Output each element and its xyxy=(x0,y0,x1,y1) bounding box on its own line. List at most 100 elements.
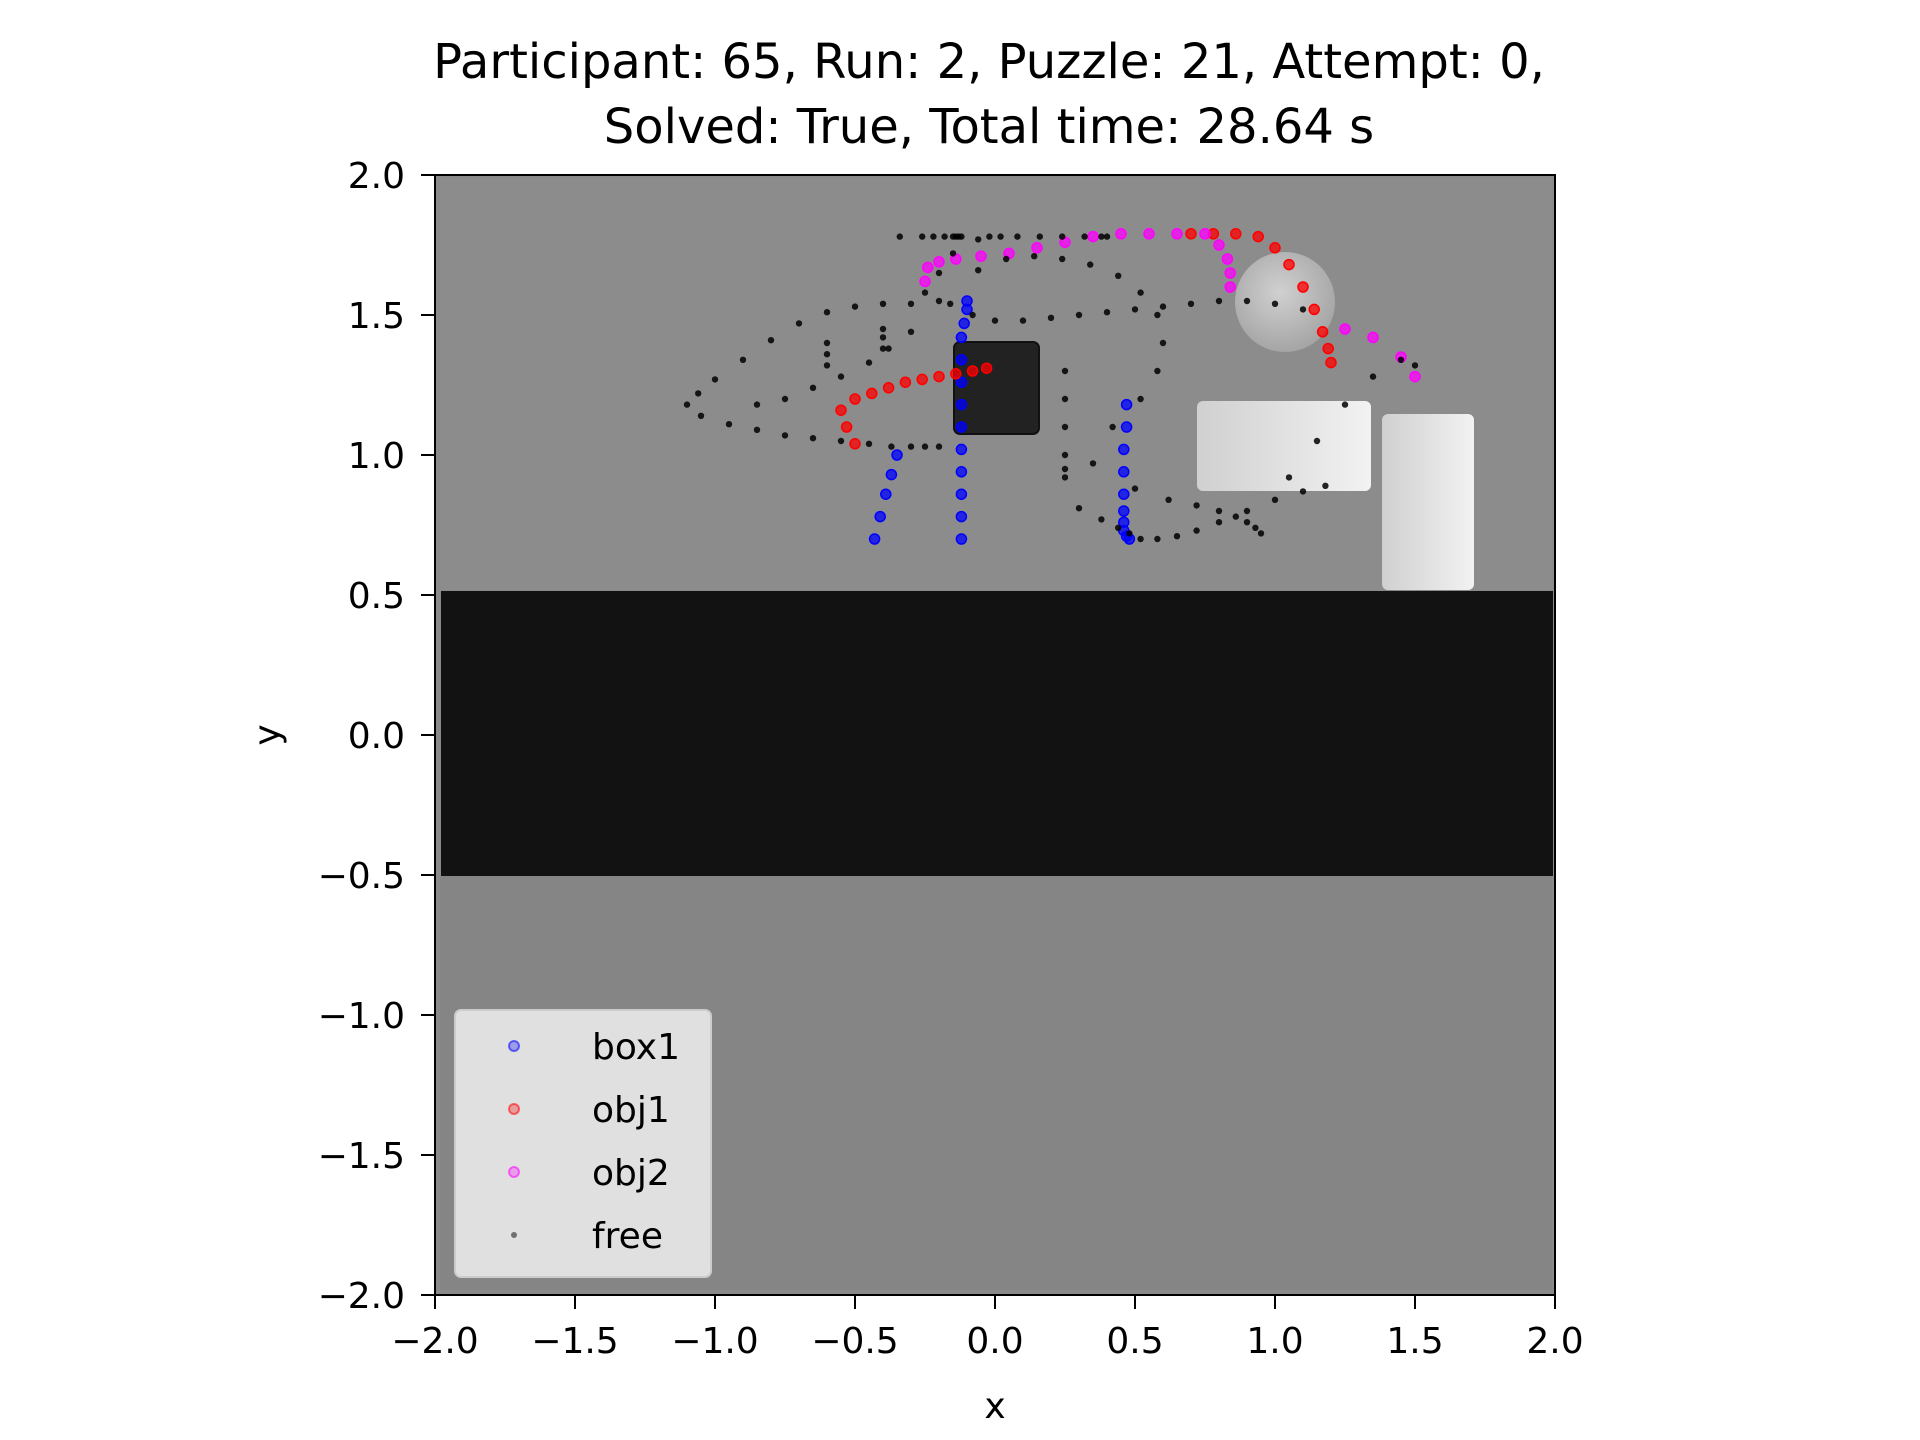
data-point-free xyxy=(1137,395,1144,403)
legend-label-free: free xyxy=(592,1216,663,1257)
data-point-free xyxy=(975,267,982,274)
data-point-obj1 xyxy=(1185,228,1197,240)
data-point-free xyxy=(1115,272,1122,279)
series-free xyxy=(683,233,1419,543)
data-point-box1 xyxy=(955,421,968,433)
data-point-free xyxy=(1036,233,1044,240)
data-point-free xyxy=(1059,233,1066,240)
data-point-obj1 xyxy=(899,376,912,388)
data-point-free xyxy=(879,300,887,307)
legend: box1 obj1 obj2 free xyxy=(454,1009,712,1278)
x-axis-label: x xyxy=(984,1386,1005,1427)
data-point-free xyxy=(823,362,831,369)
data-point-obj2 xyxy=(1115,228,1127,240)
data-point-free xyxy=(1215,507,1223,515)
data-point-obj2 xyxy=(933,256,945,268)
data-point-free xyxy=(935,443,943,450)
data-point-free xyxy=(1285,474,1293,481)
data-point-free xyxy=(879,345,887,352)
data-point-free xyxy=(1154,535,1161,543)
data-point-box1 xyxy=(955,354,968,366)
data-point-free xyxy=(1243,519,1251,526)
data-point-free xyxy=(1047,314,1055,321)
series-box1 xyxy=(868,295,1136,545)
x-tick-label: −2.0 xyxy=(391,1321,478,1362)
data-point-obj1 xyxy=(933,370,945,383)
data-point-obj1 xyxy=(849,438,861,450)
x-tick-label: 1.0 xyxy=(1246,1321,1303,1362)
data-point-box1 xyxy=(955,466,968,478)
dark-block xyxy=(953,341,1040,435)
y-tick-label: −2.0 xyxy=(318,1276,405,1317)
data-point-obj1 xyxy=(840,421,853,433)
y-tick-label: 1.0 xyxy=(348,436,405,477)
data-point-free xyxy=(1299,306,1307,313)
light-box-vertical xyxy=(1382,414,1474,590)
data-point-free xyxy=(888,443,895,450)
data-point-free xyxy=(935,269,943,277)
data-point-free xyxy=(837,437,845,445)
data-point-obj2 xyxy=(919,275,931,288)
data-point-free xyxy=(949,250,957,257)
data-point-box1 xyxy=(1118,443,1130,456)
data-point-free xyxy=(1341,401,1349,408)
data-point-free xyxy=(1193,527,1200,534)
data-point-free xyxy=(1187,300,1195,307)
data-point-obj1 xyxy=(1283,258,1295,271)
data-point-free xyxy=(1087,261,1094,268)
data-point-obj2 xyxy=(1221,253,1234,265)
data-point-free xyxy=(1109,423,1116,431)
legend-frame xyxy=(454,1009,712,1278)
data-point-free xyxy=(947,300,954,307)
data-point-free xyxy=(753,426,761,433)
data-point-obj1 xyxy=(1316,326,1329,338)
data-point-free xyxy=(781,432,789,439)
data-point-free xyxy=(1098,233,1105,240)
y-tick-label: 0.5 xyxy=(348,576,405,617)
data-point-obj1 xyxy=(1230,228,1242,240)
data-point-free xyxy=(1299,488,1307,495)
data-point-free xyxy=(907,300,915,307)
legend-marker-obj2 xyxy=(508,1166,520,1178)
data-point-box1 xyxy=(1118,466,1130,478)
data-point-free xyxy=(1081,233,1088,240)
data-point-obj2 xyxy=(1224,281,1236,293)
data-point-obj1 xyxy=(1308,303,1320,316)
data-point-free xyxy=(1089,460,1097,467)
sphere-object xyxy=(1235,252,1335,352)
data-point-free xyxy=(896,233,903,240)
data-point-free xyxy=(1154,367,1161,375)
data-point-free xyxy=(1411,362,1419,369)
data-point-free xyxy=(865,359,873,366)
series-obj1 xyxy=(835,228,1337,450)
data-point-obj2 xyxy=(1031,242,1043,254)
y-axis-ticks: 2.0 1.5 1.0 0.5 0.0 −0.5 −1.0 −1.5 −2.0 xyxy=(318,156,435,1317)
x-axis-ticks: −2.0 −1.5 −1.0 −0.5 0.0 0.5 1.0 1.5 2.0 xyxy=(391,1295,1584,1362)
data-point-free xyxy=(1369,373,1377,380)
data-point-obj2 xyxy=(1409,370,1421,383)
data-point-free xyxy=(1397,356,1405,363)
data-point-free xyxy=(879,334,887,341)
data-point-free xyxy=(1075,311,1083,319)
data-point-free xyxy=(823,351,831,358)
y-tick-label: −1.5 xyxy=(318,1136,405,1177)
data-point-box1 xyxy=(961,295,973,307)
data-point-free xyxy=(1031,253,1038,260)
data-point-free xyxy=(1252,524,1259,531)
data-point-obj2 xyxy=(1171,228,1183,240)
data-point-free xyxy=(683,401,691,408)
data-point-obj2 xyxy=(1087,230,1099,243)
x-tick-label: 1.5 xyxy=(1386,1321,1443,1362)
chart-title-line-2: Solved: True, Total time: 28.64 s xyxy=(604,99,1374,155)
x-tick-label: −0.5 xyxy=(811,1321,898,1362)
data-point-free xyxy=(1232,513,1240,520)
data-point-free xyxy=(1075,505,1083,512)
data-point-obj1 xyxy=(1252,230,1264,243)
data-point-free xyxy=(935,297,943,305)
data-point-free xyxy=(1061,465,1069,473)
data-point-box1 xyxy=(955,398,968,411)
data-point-box1 xyxy=(1118,505,1130,517)
light-box-horizontal xyxy=(1197,401,1371,491)
data-point-free xyxy=(1098,516,1105,523)
data-point-free xyxy=(1061,451,1069,459)
